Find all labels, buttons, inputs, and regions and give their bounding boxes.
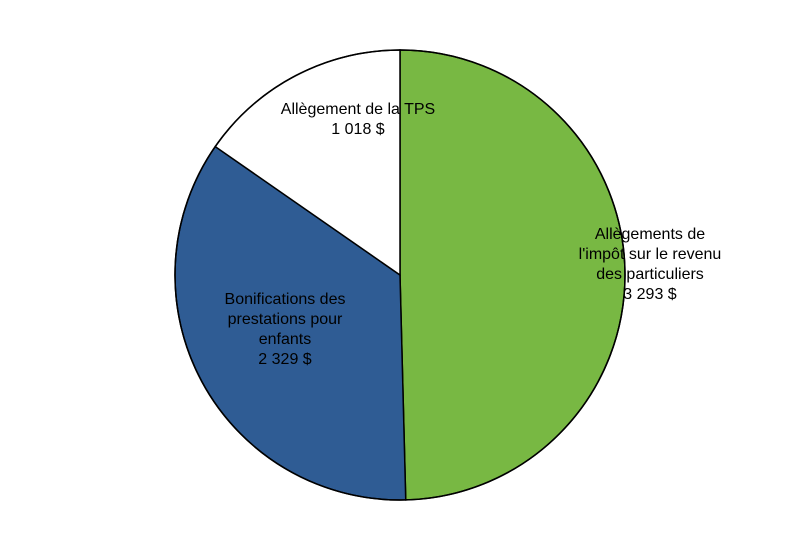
- slice-label-impot-revenu: Allègements de l'impôt sur le revenu des…: [560, 225, 740, 305]
- pie-chart-container: Allègements de l'impôt sur le revenu des…: [0, 0, 800, 541]
- slice-label-tps: Allègement de la TPS 1 018 $: [258, 100, 458, 140]
- slice-label-prestations-enfants: Bonifications des prestations pour enfan…: [195, 290, 375, 370]
